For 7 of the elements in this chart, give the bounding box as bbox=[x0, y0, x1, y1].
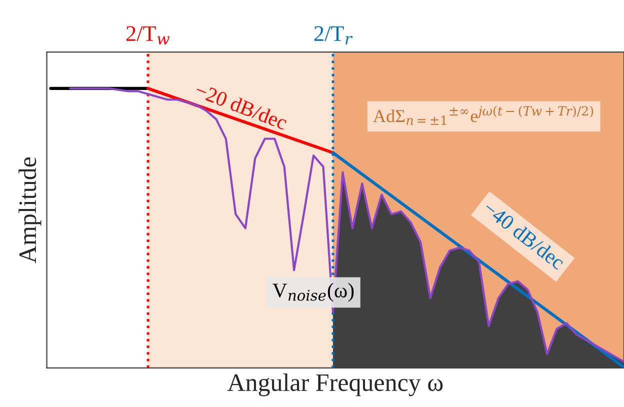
annotation: −20 dB/dec bbox=[194, 82, 288, 130]
x-axis-title: Angular Frequency ω bbox=[227, 373, 443, 396]
text: 2/T$_{r}$ bbox=[314, 26, 353, 44]
text: 2/T$_{w}$ bbox=[126, 26, 170, 44]
y-axis-title: Amplitude bbox=[18, 157, 42, 264]
annotation: V$_{noise}$(ω) bbox=[272, 282, 354, 302]
annotation: AdΣ$_{n=±1}$$^{±∞}$e$^{jω(t−(Tw+Tr)/2)}$ bbox=[373, 106, 594, 125]
